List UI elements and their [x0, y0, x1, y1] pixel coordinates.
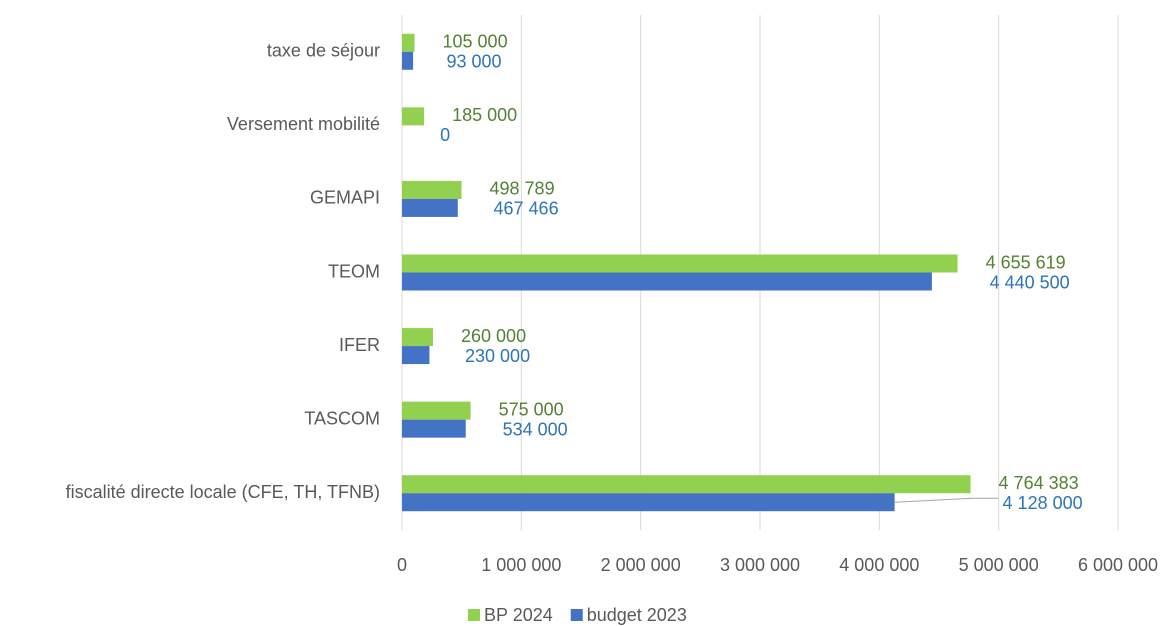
data-label: 0 [440, 125, 450, 145]
y-tick-label: TEOM [328, 261, 380, 281]
data-label: 498 789 [490, 179, 555, 199]
legend-swatch [468, 609, 480, 621]
x-tick-label: 3 000 000 [720, 555, 800, 575]
leader-line [894, 497, 999, 503]
bar [402, 401, 471, 420]
data-label: 105 000 [443, 32, 508, 52]
x-tick-label: 1 000 000 [481, 555, 561, 575]
x-tick-label: 2 000 000 [601, 555, 681, 575]
data-label: 230 000 [465, 346, 530, 366]
y-tick-label: TASCOM [304, 408, 380, 428]
data-label: 4 655 619 [986, 252, 1066, 272]
legend-label: BP 2024 [484, 605, 553, 625]
y-tick-label: taxe de séjour [267, 41, 380, 61]
data-label: 93 000 [447, 52, 502, 72]
bar [402, 419, 466, 438]
data-label: 185 000 [452, 105, 517, 125]
bar [402, 475, 971, 494]
data-label: 534 000 [503, 419, 568, 439]
y-tick-label: fiscalité directe locale (CFE, TH, TFNB) [66, 482, 380, 502]
bar [402, 180, 462, 199]
y-tick-label: GEMAPI [310, 188, 380, 208]
data-label: 575 000 [499, 399, 564, 419]
x-tick-label: 6 000 000 [1078, 555, 1158, 575]
bar [402, 254, 958, 273]
x-tick-label: 5 000 000 [959, 555, 1039, 575]
bar [402, 33, 415, 52]
bar [402, 107, 425, 126]
y-tick-label: IFER [339, 335, 380, 355]
y-tick-label: Versement mobilité [227, 114, 380, 134]
bar [402, 493, 895, 512]
bar [402, 198, 458, 217]
legend-swatch [570, 609, 583, 621]
data-label: 467 466 [494, 199, 559, 219]
data-label: 4 440 500 [990, 272, 1070, 292]
legend-label: budget 2023 [587, 605, 687, 625]
x-tick-label: 4 000 000 [839, 555, 919, 575]
x-tick-label: 0 [397, 555, 407, 575]
bar [402, 328, 434, 347]
data-label: 4 128 000 [1003, 493, 1083, 513]
bar [402, 346, 430, 365]
bar [402, 51, 414, 70]
data-label: 260 000 [461, 326, 526, 346]
data-label: 4 764 383 [999, 473, 1079, 493]
bar [402, 272, 932, 291]
